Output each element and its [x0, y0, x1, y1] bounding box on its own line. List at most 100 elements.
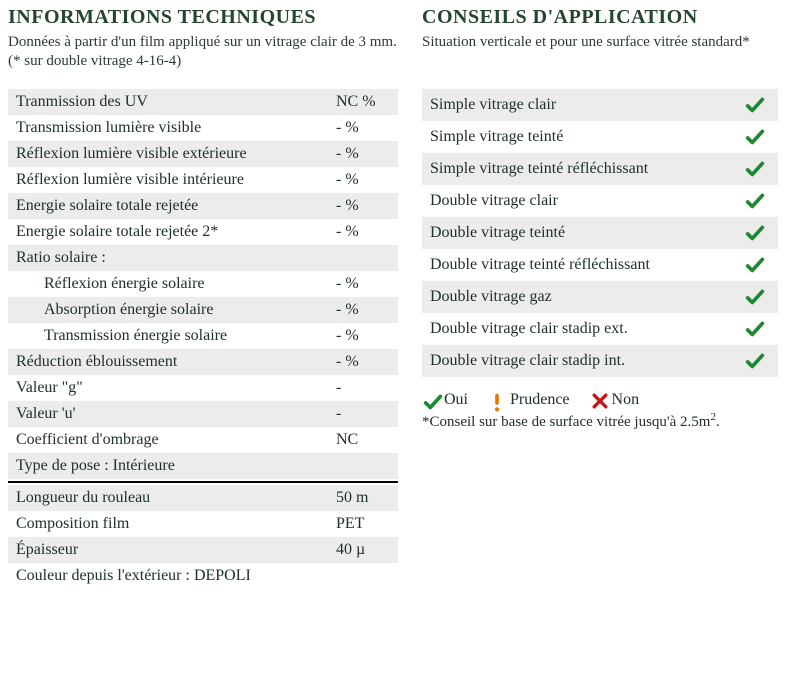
table-row: Type de pose : Intérieure — [8, 453, 398, 479]
spec-label: Energie solaire totale rejetée 2* — [8, 219, 328, 245]
spec-label: Couleur depuis l'extérieur : DEPOLI — [8, 563, 328, 589]
check-icon — [744, 158, 770, 180]
check-icon — [744, 222, 770, 244]
spec-value: - % — [328, 271, 398, 297]
legend-ok-label: Oui — [444, 391, 468, 409]
spec-value: - % — [328, 219, 398, 245]
advice-row: Simple vitrage teinté — [422, 121, 778, 153]
legend-warn: Prudence — [488, 391, 570, 409]
check-icon — [744, 350, 770, 372]
legend-row: Oui Prudence Non — [422, 391, 778, 409]
spec-label: Réflexion lumière visible intérieure — [8, 167, 328, 193]
advice-label: Double vitrage clair — [430, 192, 744, 210]
tech-info-subtitle: Données à partir d'un film appliqué sur … — [8, 33, 398, 73]
advice-label: Simple vitrage teinté réfléchissant — [430, 160, 744, 178]
table-divider — [8, 481, 398, 483]
table-row: Réflexion énergie solaire- % — [8, 271, 398, 297]
tech-info-title: INFORMATIONS TECHNIQUES — [8, 6, 398, 29]
tech-spec-table-top: Tranmission des UVNC %Transmission lumiè… — [8, 89, 398, 479]
advice-label: Simple vitrage clair — [430, 96, 744, 114]
advice-label: Double vitrage teinté — [430, 224, 744, 242]
legend-no-label: Non — [612, 391, 640, 409]
spec-value: 40 µ — [328, 537, 398, 563]
spec-value: - — [328, 375, 398, 401]
legend-ok: Oui — [422, 391, 468, 409]
spec-value: NC % — [328, 89, 398, 115]
advice-label: Simple vitrage teinté — [430, 128, 744, 146]
table-row: Coefficient d'ombrageNC — [8, 427, 398, 453]
advice-row: Simple vitrage teinté réfléchissant — [422, 153, 778, 185]
spec-value: - % — [328, 193, 398, 219]
table-row: Absorption énergie solaire- % — [8, 297, 398, 323]
spec-label: Composition film — [8, 511, 328, 537]
spec-value: - — [328, 401, 398, 427]
spec-value: 50 m — [328, 485, 398, 511]
advice-label: Double vitrage teinté réfléchissant — [430, 256, 744, 274]
table-row: Épaisseur40 µ — [8, 537, 398, 563]
spec-label: Valeur 'u' — [8, 401, 328, 427]
spec-value — [328, 453, 398, 479]
spec-label: Type de pose : Intérieure — [8, 453, 328, 479]
warn-icon — [488, 391, 506, 409]
spec-value: NC — [328, 427, 398, 453]
advice-row: Double vitrage gaz — [422, 281, 778, 313]
spec-label: Ratio solaire : — [8, 245, 328, 271]
table-row: Longueur du rouleau50 m — [8, 485, 398, 511]
advice-row: Double vitrage clair stadip int. — [422, 345, 778, 377]
spec-value: - % — [328, 141, 398, 167]
check-icon — [744, 254, 770, 276]
spec-label: Absorption énergie solaire — [8, 297, 328, 323]
advice-title: CONSEILS D'APPLICATION — [422, 6, 778, 29]
check-icon — [744, 126, 770, 148]
spec-label: Transmission lumière visible — [8, 115, 328, 141]
table-row: Transmission lumière visible- % — [8, 115, 398, 141]
table-row: Valeur 'u'- — [8, 401, 398, 427]
table-row: Energie solaire totale rejetée 2*- % — [8, 219, 398, 245]
spec-value: - % — [328, 297, 398, 323]
table-row: Ratio solaire : — [8, 245, 398, 271]
spec-value: - % — [328, 167, 398, 193]
spec-label: Coefficient d'ombrage — [8, 427, 328, 453]
spec-label: Transmission énergie solaire — [8, 323, 328, 349]
legend-warn-label: Prudence — [510, 391, 570, 409]
check-icon — [744, 190, 770, 212]
table-row: Energie solaire totale rejetée- % — [8, 193, 398, 219]
spec-label: Tranmission des UV — [8, 89, 328, 115]
spec-value: - % — [328, 323, 398, 349]
two-column-layout: INFORMATIONS TECHNIQUES Données à partir… — [8, 6, 790, 589]
table-row: Couleur depuis l'extérieur : DEPOLI — [8, 563, 398, 589]
tech-spec-table-bottom: Longueur du rouleau50 mComposition filmP… — [8, 485, 398, 589]
spec-value: - % — [328, 115, 398, 141]
advice-label: Double vitrage clair stadip int. — [430, 352, 744, 370]
table-row: Valeur "g"- — [8, 375, 398, 401]
advice-column: CONSEILS D'APPLICATION Situation vertica… — [422, 6, 778, 589]
spec-label: Valeur "g" — [8, 375, 328, 401]
cross-icon — [590, 391, 608, 409]
table-row: Tranmission des UVNC % — [8, 89, 398, 115]
advice-list: Simple vitrage clair Simple vitrage teint… — [422, 89, 778, 377]
check-icon — [744, 318, 770, 340]
table-row: Transmission énergie solaire- % — [8, 323, 398, 349]
table-row: Réduction éblouissement- % — [8, 349, 398, 375]
advice-row: Double vitrage clair — [422, 185, 778, 217]
advice-row: Simple vitrage clair — [422, 89, 778, 121]
advice-subtitle: Situation verticale et pour une surface … — [422, 33, 778, 73]
spec-label: Réduction éblouissement — [8, 349, 328, 375]
spec-value — [328, 245, 398, 271]
spec-value: PET — [328, 511, 398, 537]
spec-label: Longueur du rouleau — [8, 485, 328, 511]
spec-label: Energie solaire totale rejetée — [8, 193, 328, 219]
table-row: Composition filmPET — [8, 511, 398, 537]
table-row: Réflexion lumière visible intérieure- % — [8, 167, 398, 193]
advice-row: Double vitrage teinté — [422, 217, 778, 249]
legend-no: Non — [590, 391, 640, 409]
table-row: Réflexion lumière visible extérieure- % — [8, 141, 398, 167]
tech-info-column: INFORMATIONS TECHNIQUES Données à partir… — [8, 6, 398, 589]
legend-footnote: *Conseil sur base de surface vitrée jusq… — [422, 411, 778, 431]
spec-label: Réflexion énergie solaire — [8, 271, 328, 297]
advice-label: Double vitrage clair stadip ext. — [430, 320, 744, 338]
check-icon — [422, 391, 440, 409]
check-icon — [744, 94, 770, 116]
spec-label: Réflexion lumière visible extérieure — [8, 141, 328, 167]
spec-label: Épaisseur — [8, 537, 328, 563]
